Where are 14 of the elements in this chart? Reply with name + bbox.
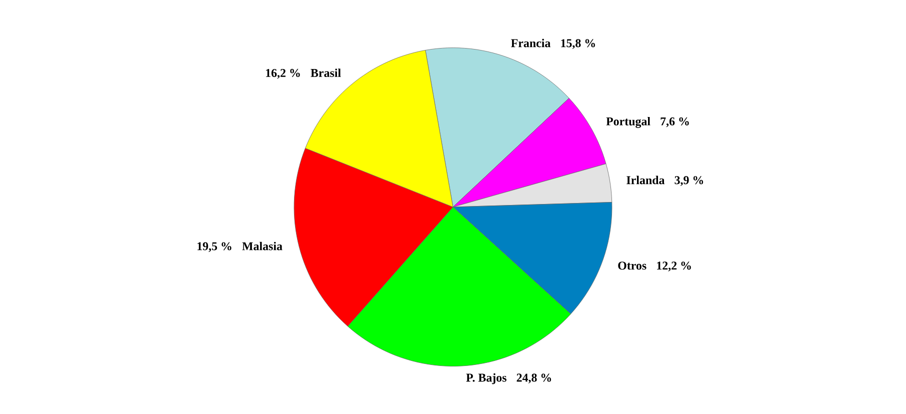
slice-label: P. Bajos	[466, 373, 506, 384]
data-label: 7,6 %	[660, 117, 689, 128]
slice-label: Otros	[618, 262, 646, 270]
slice-label: Brasil	[310, 68, 341, 77]
slice-label: Portugal	[606, 117, 650, 128]
data-label: 15,8 %	[561, 39, 595, 49]
data-label: 3,9 %	[674, 176, 704, 186]
slice-label: Malasia	[242, 242, 282, 250]
data-label: 24,8 %	[516, 374, 552, 384]
slice-label: Francia	[511, 38, 550, 48]
data-label: 19,5 %	[198, 242, 232, 252]
data-label: 12,2 %	[657, 262, 691, 272]
slice-label: Irlanda	[626, 176, 665, 184]
data-label: 16,2 %	[266, 68, 300, 79]
